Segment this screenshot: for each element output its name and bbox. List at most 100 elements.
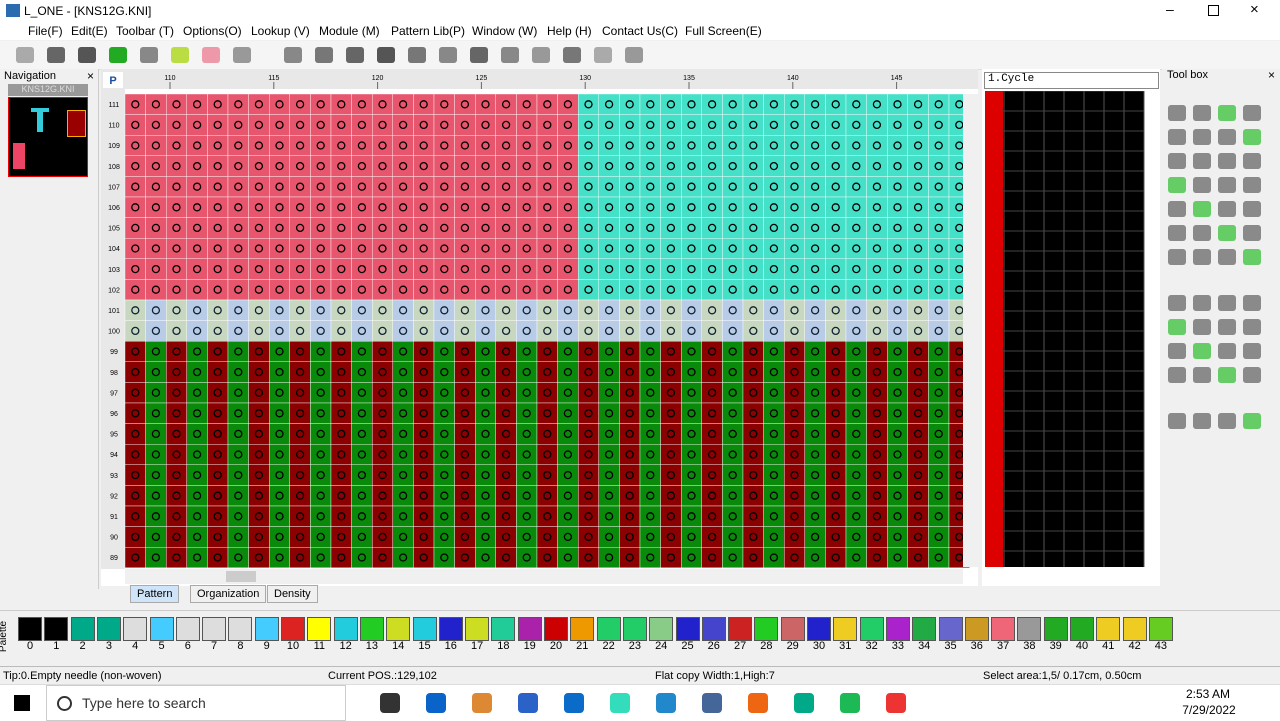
taskbar-app[interactable] xyxy=(702,693,722,713)
tool-icon[interactable] xyxy=(1193,319,1211,335)
taskbar-app[interactable] xyxy=(748,693,768,713)
palette-swatch[interactable] xyxy=(570,617,595,641)
tool-button[interactable] xyxy=(439,47,457,63)
tool-icon[interactable] xyxy=(1218,343,1236,359)
palette-swatch[interactable] xyxy=(228,617,253,641)
palette-swatch[interactable] xyxy=(859,617,884,641)
palette-swatch[interactable] xyxy=(780,617,805,641)
tool-button[interactable] xyxy=(140,47,158,63)
palette-swatch[interactable] xyxy=(885,617,910,641)
close[interactable]: × xyxy=(1250,1,1259,18)
taskbar-app[interactable] xyxy=(886,693,906,713)
palette-swatch[interactable] xyxy=(807,617,831,641)
palette-swatch[interactable] xyxy=(307,617,332,641)
tool-icon[interactable] xyxy=(1193,105,1211,121)
tool-icon[interactable] xyxy=(1193,177,1211,193)
palette-swatch[interactable] xyxy=(175,617,200,641)
tool-icon[interactable] xyxy=(1193,225,1211,241)
tool-icon[interactable] xyxy=(1243,177,1261,193)
tool-icon[interactable] xyxy=(1243,105,1261,121)
menu-item[interactable]: Pattern Lib(P) xyxy=(391,24,466,38)
tool-icon[interactable] xyxy=(1218,295,1236,311)
tool-button[interactable] xyxy=(408,47,426,63)
menu-item[interactable]: File(F) xyxy=(28,24,63,38)
tool-button[interactable] xyxy=(47,47,65,63)
tool-icon[interactable] xyxy=(1218,105,1236,121)
palette-swatch[interactable] xyxy=(728,617,753,641)
tool-icon[interactable] xyxy=(1193,413,1211,429)
menu-item[interactable]: Toolbar (T) xyxy=(116,24,175,38)
palette-swatch[interactable] xyxy=(1148,617,1173,641)
tool-icon[interactable] xyxy=(1218,177,1236,193)
tool-icon[interactable] xyxy=(1193,343,1211,359)
tool-button[interactable] xyxy=(109,47,127,63)
tool-icon[interactable] xyxy=(1168,201,1186,217)
search-box[interactable]: Type here to search xyxy=(46,685,346,721)
tool-icon[interactable] xyxy=(1218,129,1236,145)
palette-swatch[interactable] xyxy=(1070,617,1094,641)
palette-swatch[interactable] xyxy=(991,617,1016,641)
menu-item[interactable]: Lookup (V) xyxy=(251,24,310,38)
restore[interactable] xyxy=(1208,5,1219,16)
minimize[interactable]: – xyxy=(1166,1,1174,17)
palette-swatch[interactable] xyxy=(333,617,358,641)
palette-swatch[interactable] xyxy=(964,617,989,641)
tool-icon[interactable] xyxy=(1218,201,1236,217)
taskbar-app[interactable] xyxy=(518,693,538,713)
palette-swatch[interactable] xyxy=(912,617,937,641)
palette-swatch[interactable] xyxy=(491,617,516,641)
palette-swatch[interactable] xyxy=(754,617,779,641)
menu-item[interactable]: Window (W) xyxy=(472,24,538,38)
cycle-select[interactable]: 1.Cycle xyxy=(984,72,1159,89)
tool-icon[interactable] xyxy=(1193,129,1211,145)
tool-icon[interactable] xyxy=(1243,367,1261,383)
tool-icon[interactable] xyxy=(1168,413,1186,429)
palette-swatch[interactable] xyxy=(833,617,858,641)
tool-button[interactable] xyxy=(346,47,364,63)
tool-button[interactable] xyxy=(315,47,333,63)
palette-swatch[interactable] xyxy=(517,617,542,641)
palette-swatch[interactable] xyxy=(18,617,42,641)
tool-button[interactable] xyxy=(563,47,581,63)
tool-button[interactable] xyxy=(470,47,488,63)
tool-icon[interactable] xyxy=(1218,153,1236,169)
palette-swatch[interactable] xyxy=(701,617,726,641)
palette-swatch[interactable] xyxy=(465,617,490,641)
taskbar-app[interactable] xyxy=(472,693,492,713)
tool-icon[interactable] xyxy=(1193,153,1211,169)
tool-icon[interactable] xyxy=(1168,367,1186,383)
tool-icon[interactable] xyxy=(1243,249,1261,265)
tool-icon[interactable] xyxy=(1218,249,1236,265)
tool-icon[interactable] xyxy=(1168,129,1186,145)
tab[interactable]: Density xyxy=(267,585,318,603)
taskbar-app[interactable] xyxy=(840,693,860,713)
tool-icon[interactable] xyxy=(1218,319,1236,335)
palette-swatch[interactable] xyxy=(938,617,963,641)
tool-button[interactable] xyxy=(78,47,96,63)
taskbar-app[interactable] xyxy=(610,693,630,713)
tool-icon[interactable] xyxy=(1243,153,1261,169)
palette-swatch[interactable] xyxy=(596,617,621,641)
tool-icon[interactable] xyxy=(1218,413,1236,429)
palette-swatch[interactable] xyxy=(44,617,69,641)
tool-icon[interactable] xyxy=(1243,201,1261,217)
tab[interactable]: Organization xyxy=(190,585,267,603)
close[interactable]: × xyxy=(1268,68,1276,82)
palette-swatch[interactable] xyxy=(1122,617,1147,641)
tool-button[interactable] xyxy=(532,47,550,63)
palette-swatch[interactable] xyxy=(202,617,227,641)
palette-swatch[interactable] xyxy=(412,617,437,641)
taskbar-app[interactable] xyxy=(380,693,400,713)
tool-icon[interactable] xyxy=(1168,105,1186,121)
tool-icon[interactable] xyxy=(1243,129,1261,145)
tool-button[interactable] xyxy=(171,47,189,63)
palette-swatch[interactable] xyxy=(675,617,700,641)
tool-button[interactable] xyxy=(625,47,643,63)
palette-swatch[interactable] xyxy=(386,617,411,641)
palette-swatch[interactable] xyxy=(281,617,305,641)
palette-swatch[interactable] xyxy=(123,617,148,641)
tool-button[interactable] xyxy=(501,47,519,63)
tool-button[interactable] xyxy=(594,47,612,63)
palette-swatch[interactable] xyxy=(70,617,95,641)
palette-swatch[interactable] xyxy=(622,617,647,641)
